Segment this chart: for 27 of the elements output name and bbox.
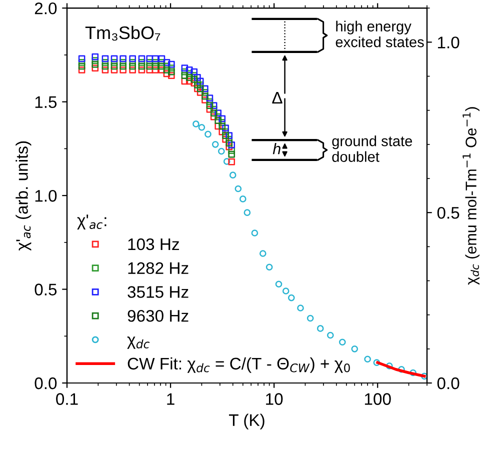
x-tick-label: 100 — [364, 393, 391, 405]
annotation: high energy excited states — [336, 20, 424, 48]
x-tick-label: 10 — [266, 393, 283, 405]
y-tick-label: 0.5 — [34, 284, 57, 296]
x-tick-label: 1 — [167, 393, 174, 405]
y-tick-label: 1.0 — [35, 190, 57, 202]
y2-tick-label: 0.0 — [437, 377, 460, 390]
legend-label: 1282 Hz — [128, 262, 188, 274]
y-axis-title: χ'$_{ac}$ (arb. units) — [16, 141, 32, 251]
y-tick-label: 0.0 — [34, 377, 57, 390]
legend-label: 103 Hz — [128, 238, 179, 250]
y-tick-label: 2.0 — [34, 2, 57, 14]
legend-label: CW Fit: χ$_{dc}$ = C/(T - Θ$_{CW}$) + χ$_{0}$ — [128, 357, 350, 373]
x-axis-title: T (K) — [229, 414, 264, 430]
y2-tick-label: 0.5 — [437, 206, 460, 219]
legend-label: χ$_{dc}$ — [127, 336, 150, 349]
x-tick-label: 0.1 — [56, 393, 78, 405]
legend-label: 9630 Hz — [128, 310, 188, 322]
legend-title: χ'$_{ac}$: — [77, 214, 106, 230]
annotation: ground state doublet — [332, 136, 412, 162]
annotation: h — [272, 143, 280, 154]
y-tick-label: 1.5 — [35, 96, 57, 108]
annotation: Tm₃SbO₇ — [85, 26, 160, 41]
y2-tick-label: 1.0 — [438, 36, 460, 48]
y2-axis-title: χ$_{dc}$ (emu mol-Tm$^{−1}$ Oe$^{−1}$) — [462, 107, 480, 285]
legend-label: 3515 Hz — [128, 286, 188, 298]
annotation: Δ — [272, 92, 282, 104]
